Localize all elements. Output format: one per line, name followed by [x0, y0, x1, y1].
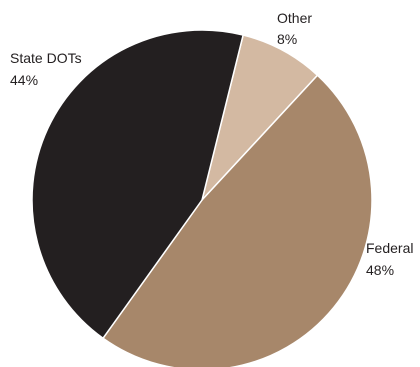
pie-slice-federal [102, 74, 373, 367]
slice-value-federal: 48% [366, 262, 394, 278]
slice-value-state-dots: 44% [10, 72, 38, 88]
slice-value-other: 8% [277, 31, 297, 47]
slice-label-federal: Federal [366, 240, 413, 256]
pie-slice-state-dots [31, 29, 244, 339]
slice-label-state-dots: State DOTs [10, 50, 82, 66]
pie-slices [31, 29, 373, 367]
slice-label-other: Other [277, 10, 312, 26]
